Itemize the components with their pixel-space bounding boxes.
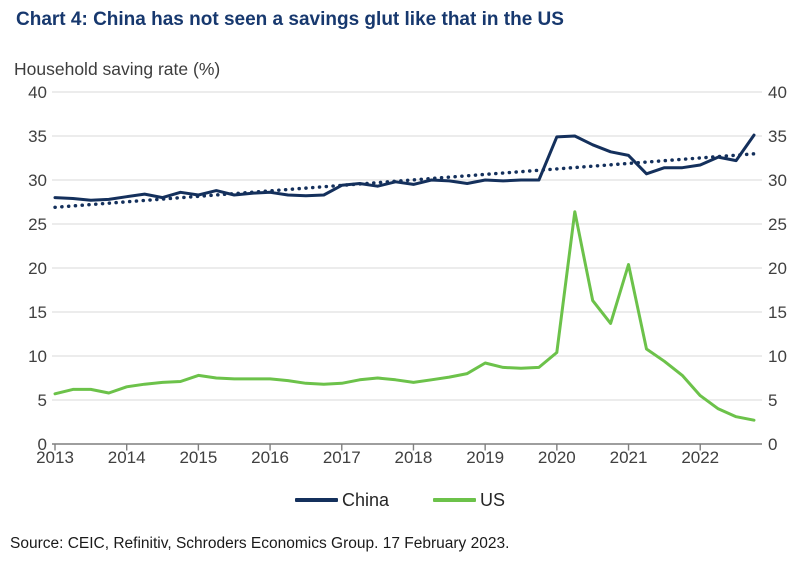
us-line [53,210,756,422]
y-axis-tick-label-left: 0 [38,435,47,454]
legend-label-china: China [341,489,389,510]
y-axis-tick-label-right: 15 [768,303,787,322]
y-axis-tick-label-right: 25 [768,215,787,234]
x-axis-tick-label: 2018 [395,448,433,467]
y-axis-tick-label-left: 20 [28,259,47,278]
y-axis-tick-label-left: 25 [28,215,47,234]
y-axis-tick-label-right: 10 [768,347,787,366]
x-axis-tick-label: 2015 [179,448,217,467]
y-axis-unit-label: Household saving rate (%) [14,59,221,79]
y-axis-tick-label-left: 15 [28,303,47,322]
legend-swatch-china [294,498,338,502]
x-axis-tick-label: 2022 [681,448,719,467]
y-axis-tick-label-right: 40 [768,86,787,102]
y-axis-tick-label-right: 5 [768,391,777,410]
legend-label-us: US [480,489,506,510]
y-axis-tick-label-left: 10 [28,347,47,366]
y-axis-tick-label-right: 20 [768,259,787,278]
legend-swatch-us [433,498,476,502]
y-axis-tick-label-left: 35 [28,127,47,146]
chart-figure: Chart 4: China has not seen a savings gl… [0,8,800,574]
source-note: Source: CEIC, Refinitiv, Schroders Econo… [10,535,510,552]
legend-item-china: China [294,489,389,511]
x-axis-tick-label: 2019 [466,448,504,467]
china-trend-line [53,151,759,210]
y-axis-tick-label-right: 35 [768,127,787,146]
x-axis-tick-label: 2021 [610,448,648,467]
x-axis-tick-label: 2013 [36,448,74,467]
y-axis-tick-label-left: 40 [28,86,47,102]
legend-item-us: US [433,490,505,511]
y-axis-tick-label-left: 30 [28,171,47,190]
chart-title: Chart 4: China has not seen a savings gl… [16,9,564,30]
x-axis-tick-label: 2020 [538,448,576,467]
chart-legend: China US [0,488,800,512]
x-axis-tick-label: 2016 [251,448,289,467]
y-axis-tick-label-right: 30 [768,171,787,190]
x-axis-tick-label: 2014 [108,448,146,467]
x-axis-tick-label: 2017 [323,448,361,467]
china-line [53,133,756,202]
y-axis-tick-label-right: 0 [768,435,777,454]
y-axis-tick-label-left: 5 [38,391,47,410]
